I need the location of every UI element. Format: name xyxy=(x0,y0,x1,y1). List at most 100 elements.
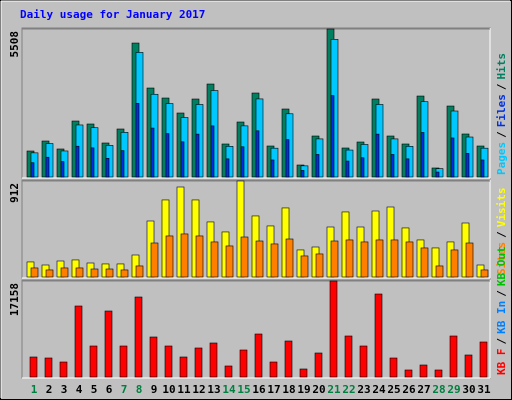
bar xyxy=(30,267,39,278)
bar xyxy=(360,157,365,178)
bar xyxy=(120,269,129,278)
x-tick-label: 20 xyxy=(312,383,325,396)
legend-separator: / xyxy=(495,231,508,238)
legend-entry: KB F xyxy=(495,349,508,376)
bar xyxy=(194,347,203,378)
bar xyxy=(75,145,80,178)
x-tick-label: 25 xyxy=(387,383,400,396)
x-tick-label: 12 xyxy=(192,383,205,396)
bar xyxy=(479,341,488,378)
x-tick-label: 6 xyxy=(106,383,113,396)
x-tick-label: 26 xyxy=(402,383,416,396)
bar xyxy=(255,130,260,178)
legend-entry: Visits xyxy=(495,188,508,228)
bar xyxy=(89,345,98,378)
bar xyxy=(360,241,369,278)
x-tick-label: 9 xyxy=(151,383,158,396)
legend-entry: KB Out xyxy=(495,246,508,286)
x-tick-label: 1 xyxy=(31,383,38,396)
x-tick-label: 21 xyxy=(327,383,341,396)
legend-separator: / xyxy=(495,338,508,345)
bar xyxy=(135,103,140,178)
bar xyxy=(120,150,125,178)
x-tick-label: 14 xyxy=(222,383,236,396)
legend-entry: Hits xyxy=(495,53,508,80)
bar xyxy=(236,180,245,278)
bar xyxy=(345,239,354,278)
bar xyxy=(285,139,290,178)
bar xyxy=(435,171,440,178)
legend-entry: Pages xyxy=(495,142,508,175)
bar xyxy=(450,137,455,178)
bar xyxy=(404,369,413,378)
bar xyxy=(405,241,414,278)
bar xyxy=(135,265,144,278)
bar xyxy=(389,357,398,378)
bar xyxy=(315,253,324,278)
bar xyxy=(179,356,188,378)
bar xyxy=(149,336,158,378)
x-tick-label: 31 xyxy=(477,383,491,396)
bar xyxy=(29,356,38,378)
bar xyxy=(30,162,35,178)
bar xyxy=(270,243,279,278)
bar xyxy=(165,235,174,278)
bar xyxy=(284,340,293,378)
y-tick-label: 5508 xyxy=(8,31,21,58)
bar xyxy=(345,160,350,178)
bar xyxy=(104,310,113,378)
bar xyxy=(431,247,440,278)
bar xyxy=(195,235,204,278)
x-tick-label: 13 xyxy=(207,383,220,396)
bar xyxy=(330,95,335,178)
x-tick-label: 29 xyxy=(447,383,460,396)
bar xyxy=(90,147,95,178)
bar xyxy=(60,267,69,278)
bar xyxy=(255,240,264,278)
bar xyxy=(285,238,294,278)
bar xyxy=(60,161,65,178)
bar xyxy=(419,364,428,378)
bar xyxy=(300,170,305,178)
bar xyxy=(176,186,185,278)
bar xyxy=(390,154,395,178)
bar xyxy=(300,255,309,278)
bar xyxy=(269,361,278,378)
bar xyxy=(480,269,489,278)
bar xyxy=(330,240,339,278)
legend-entry: Files xyxy=(495,94,508,127)
bar xyxy=(270,159,275,178)
x-tick-label: 4 xyxy=(76,383,83,396)
x-tick-label: 23 xyxy=(357,383,370,396)
x-tick-label: 30 xyxy=(462,383,475,396)
bar xyxy=(225,158,230,178)
x-tick-label: 16 xyxy=(252,383,266,396)
legend-entry: Sites xyxy=(495,242,508,275)
bar xyxy=(225,245,234,278)
bar xyxy=(75,267,84,278)
bar xyxy=(180,233,189,278)
bar xyxy=(344,335,353,378)
x-tick-label: 28 xyxy=(432,383,445,396)
x-tick-label: 11 xyxy=(177,383,191,396)
chart-title: Daily usage for January 2017 xyxy=(20,8,205,21)
bar xyxy=(150,242,159,278)
bar xyxy=(375,133,380,178)
bar xyxy=(434,369,443,378)
bar xyxy=(105,268,114,278)
bar xyxy=(480,159,485,178)
bar xyxy=(105,157,110,178)
bar xyxy=(375,239,384,278)
x-tick-label: 24 xyxy=(372,383,386,396)
x-tick-label: 2 xyxy=(46,383,53,396)
bar xyxy=(74,305,83,378)
bar xyxy=(165,133,170,178)
bar xyxy=(240,146,245,178)
bar xyxy=(59,361,68,378)
x-tick-label: 3 xyxy=(61,383,68,396)
bar xyxy=(164,345,173,378)
bar xyxy=(420,132,425,178)
bar xyxy=(44,357,53,378)
bar xyxy=(134,296,143,378)
